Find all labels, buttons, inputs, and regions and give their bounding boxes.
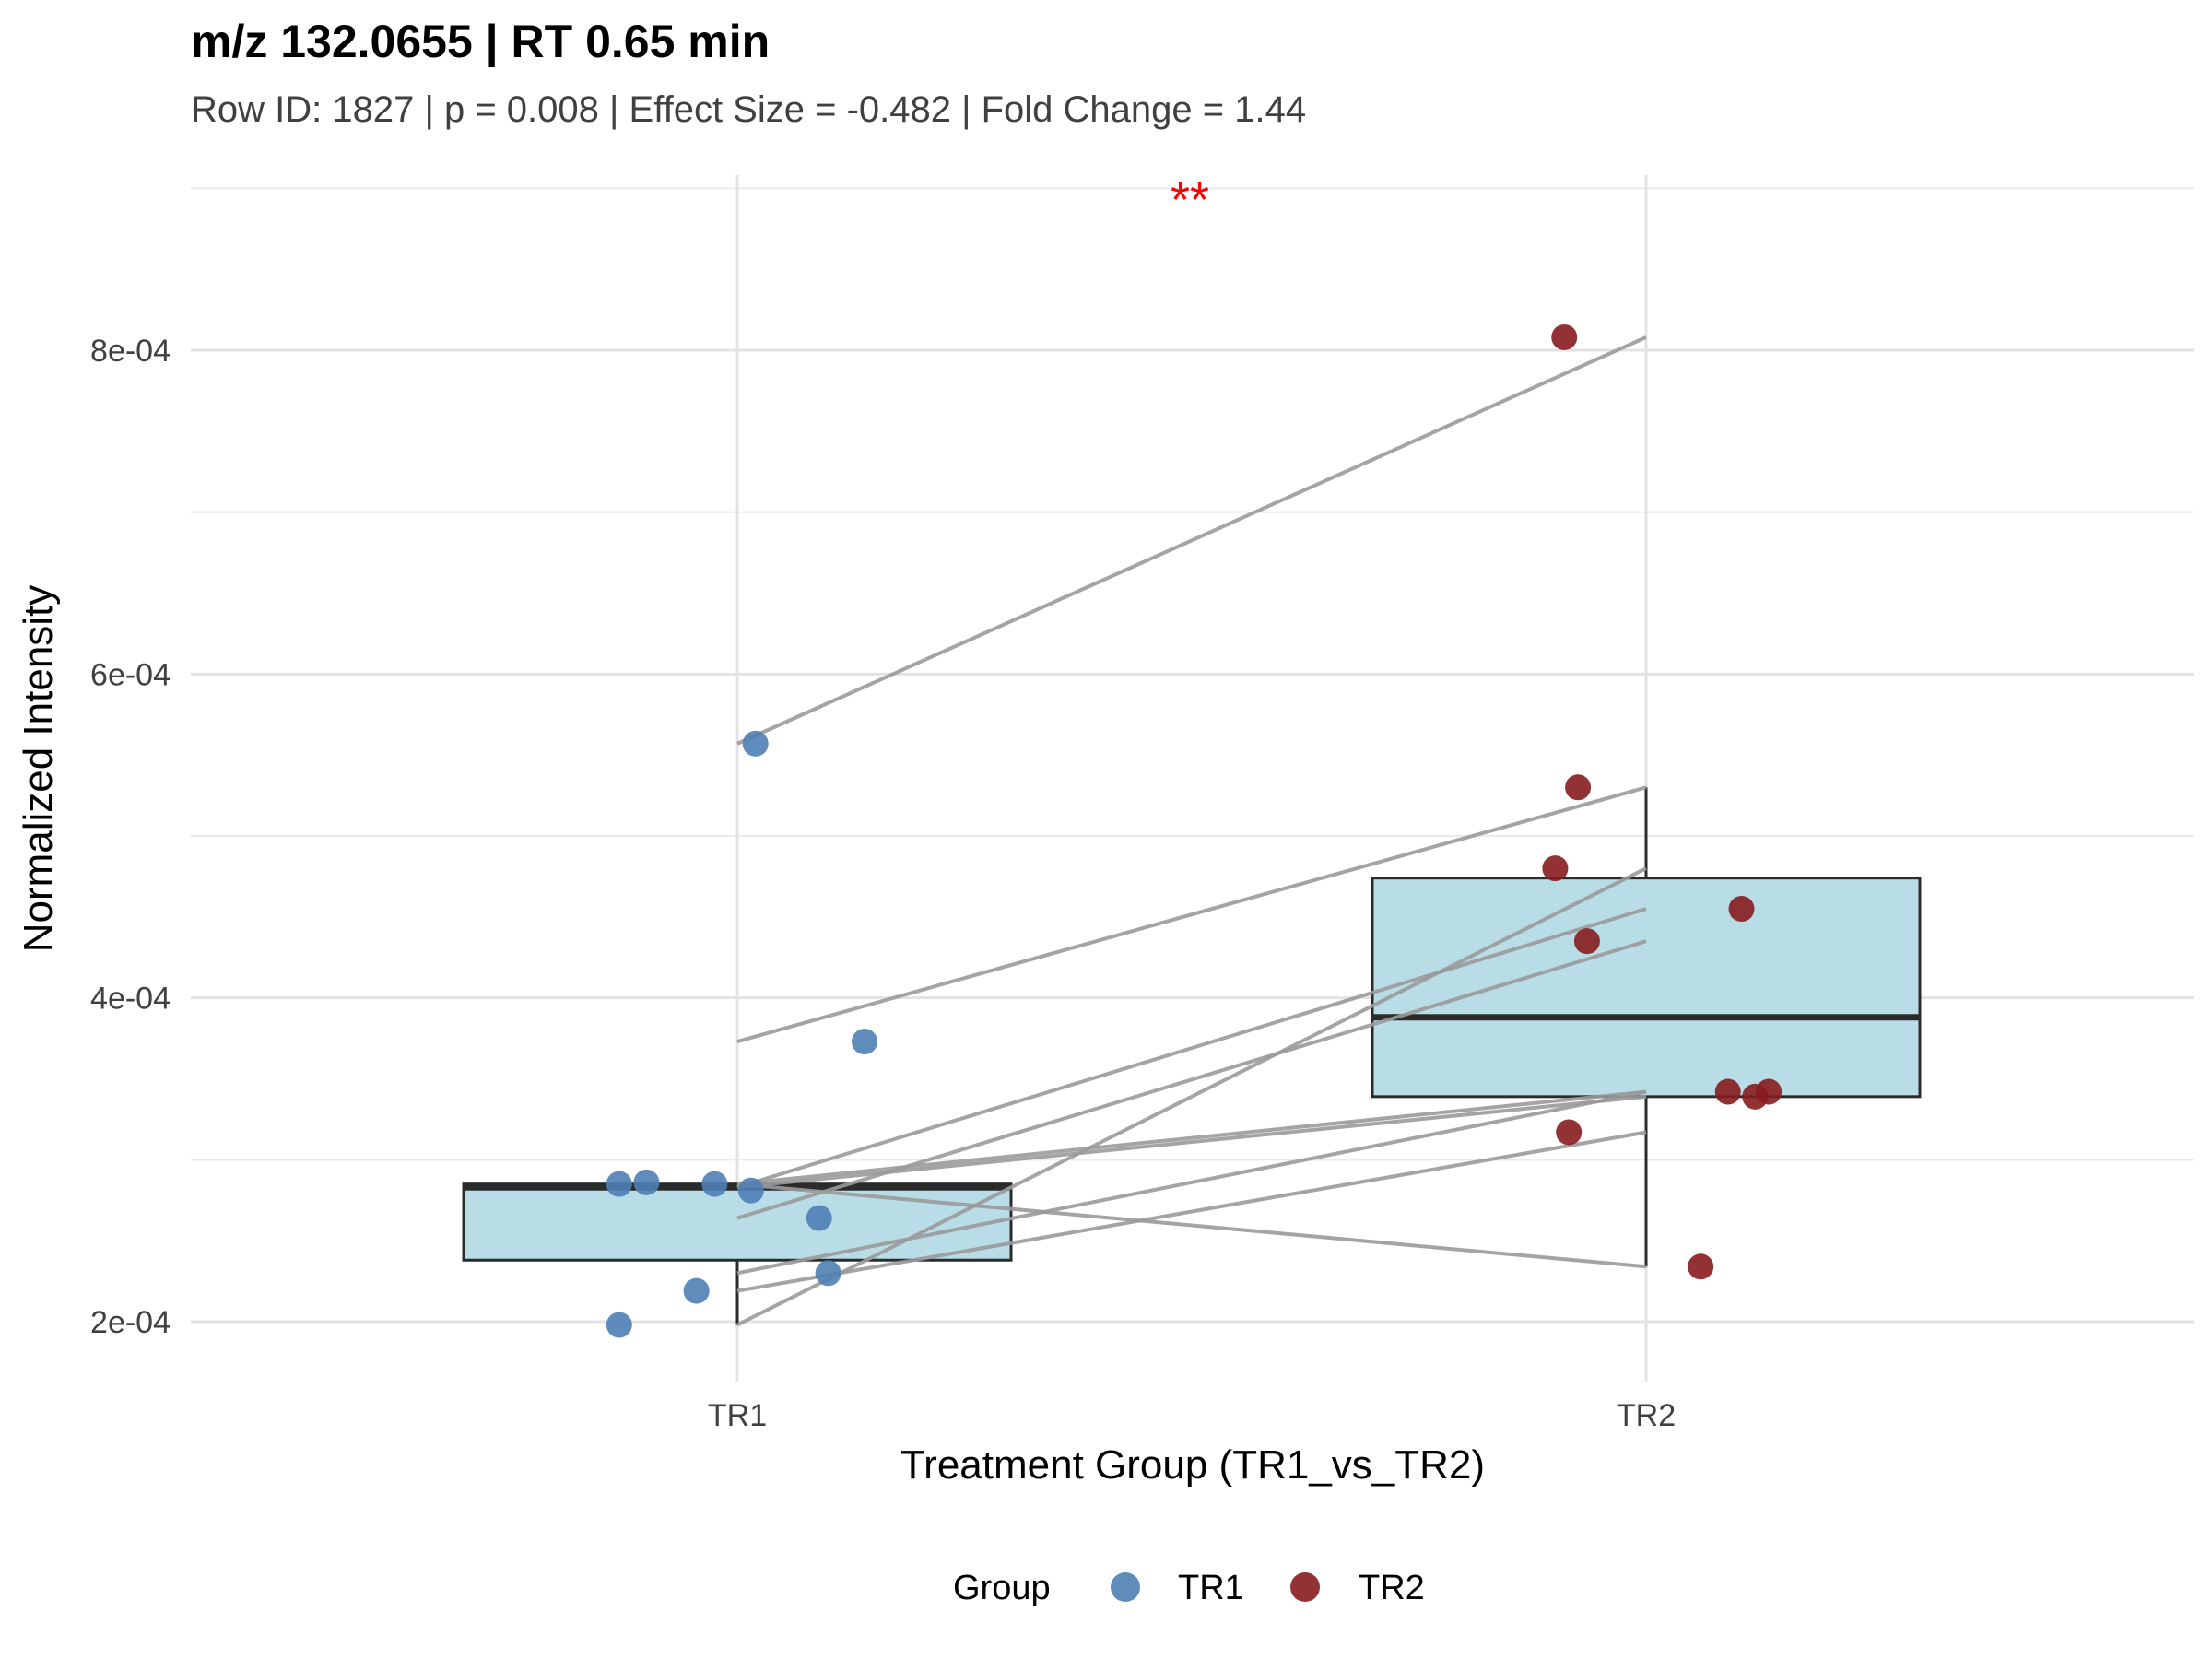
point-tr2 xyxy=(1565,774,1592,801)
x-axis-ticks: TR1 TR2 xyxy=(708,1398,1676,1433)
y-tick-label: 4e-04 xyxy=(90,982,171,1017)
y-axis-title: Normalized Intensity xyxy=(16,585,61,953)
pair-line xyxy=(736,1089,1647,1186)
point-tr2 xyxy=(1551,324,1578,350)
box-layer xyxy=(462,787,1922,1325)
point-tr1 xyxy=(852,1029,878,1055)
y-tick-label: 8e-04 xyxy=(90,334,171,369)
point-tr1 xyxy=(701,1171,728,1197)
point-tr1 xyxy=(815,1260,841,1287)
paired-lines-layer xyxy=(736,335,1647,1327)
legend-label-tr1: TR1 xyxy=(1178,1569,1244,1607)
box-tr2 xyxy=(1371,787,1922,1267)
legend-marker-tr2 xyxy=(1290,1572,1320,1602)
legend-label-tr2: TR2 xyxy=(1359,1569,1425,1607)
legend-marker-tr1 xyxy=(1111,1572,1140,1602)
pair-line xyxy=(736,866,1647,1327)
point-tr1 xyxy=(633,1169,660,1195)
pair-line xyxy=(736,335,1647,746)
point-tr2 xyxy=(1714,1078,1741,1105)
chart-subtitle: Row ID: 1827 | p = 0.008 | Effect Size =… xyxy=(191,89,1306,130)
significance-label: ** xyxy=(1171,172,1209,228)
x-tick-label: TR1 xyxy=(708,1398,767,1433)
pair-line xyxy=(736,1094,1647,1190)
box-tr1 xyxy=(462,1182,1013,1325)
pair-line xyxy=(736,785,1647,1044)
point-tr1 xyxy=(683,1277,710,1304)
point-tr1 xyxy=(606,1171,632,1197)
point-tr1 xyxy=(737,1177,764,1204)
point-tr2 xyxy=(1756,1078,1783,1105)
pair-line xyxy=(736,907,1647,1190)
points-layer xyxy=(606,324,1783,1338)
y-axis-ticks: 2e-04 4e-04 6e-04 8e-04 xyxy=(90,334,171,1340)
x-tick-label: TR2 xyxy=(1617,1398,1676,1433)
box-body xyxy=(462,1182,1013,1262)
pair-line xyxy=(736,1089,1647,1276)
point-tr2 xyxy=(1542,855,1569,882)
point-tr2 xyxy=(1573,928,1600,955)
point-tr2 xyxy=(1728,896,1755,923)
pair-line xyxy=(736,1182,1647,1269)
y-tick-label: 6e-04 xyxy=(90,657,171,692)
point-tr2 xyxy=(1688,1253,1714,1280)
pair-line xyxy=(736,1130,1647,1293)
legend-title: Group xyxy=(953,1569,1051,1607)
y-tick-label: 2e-04 xyxy=(90,1305,171,1340)
chart-title: m/z 132.0655 | RT 0.65 min xyxy=(191,16,770,68)
point-tr1 xyxy=(742,730,769,757)
legend: Group TR1 TR2 xyxy=(953,1569,1425,1607)
point-tr1 xyxy=(606,1312,632,1338)
point-tr2 xyxy=(1556,1119,1583,1146)
x-axis-title: Treatment Group (TR1_vs_TR2) xyxy=(900,1442,1485,1488)
point-tr1 xyxy=(806,1205,832,1231)
box-body xyxy=(1371,877,1922,1099)
